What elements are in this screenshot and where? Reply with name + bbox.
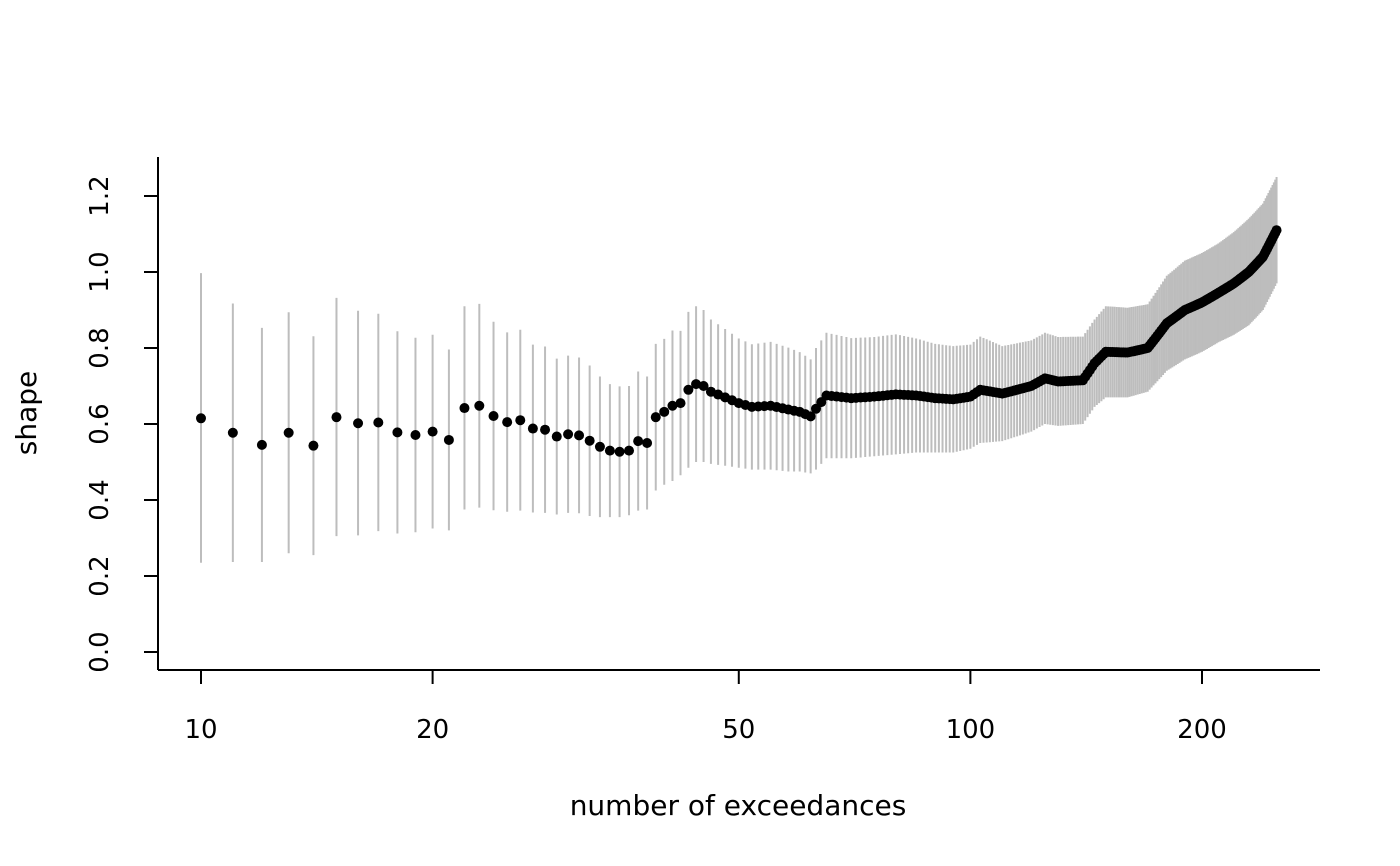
data-point	[527, 423, 538, 434]
data-point	[353, 418, 364, 429]
data-point	[667, 400, 678, 411]
data-point	[805, 411, 816, 422]
data-point	[683, 384, 694, 395]
y-tick-label: 0.0	[85, 631, 115, 672]
data-point	[196, 413, 206, 424]
y-tick-label: 1.2	[85, 175, 115, 216]
x-ticks: 10 20 50 100 200	[184, 670, 1227, 745]
x-tick-label: 200	[1177, 715, 1227, 745]
data-point	[675, 398, 686, 409]
data-point	[474, 400, 485, 411]
data-point	[488, 411, 499, 422]
data-point	[459, 403, 470, 414]
y-tick-label: 0.4	[85, 479, 115, 520]
y-tick-label: 0.2	[85, 555, 115, 596]
y-ticks: 0.0 0.2 0.4 0.6 0.8 1.0 1.2	[85, 175, 158, 673]
data-point	[1271, 225, 1282, 236]
y-tick-label: 0.8	[85, 327, 115, 368]
data-point	[515, 415, 526, 426]
data-point	[574, 430, 585, 441]
data-point	[540, 424, 551, 435]
data-point	[698, 381, 709, 391]
point-estimate-layer	[196, 225, 1282, 457]
y-axis-title: shape	[10, 371, 43, 456]
x-tick-label: 20	[416, 715, 449, 745]
data-point	[604, 445, 615, 456]
data-point	[443, 434, 454, 445]
data-point	[633, 436, 644, 447]
data-point	[392, 427, 403, 438]
x-tick-label: 50	[722, 715, 755, 745]
data-point	[373, 417, 384, 428]
data-point	[502, 417, 513, 428]
data-point	[594, 441, 605, 452]
data-point	[563, 429, 574, 440]
x-axis-title: number of exceedances	[570, 789, 907, 822]
data-point	[584, 435, 595, 446]
data-point	[410, 430, 421, 441]
data-point	[256, 439, 267, 450]
data-point	[551, 431, 562, 442]
x-tick-label: 10	[184, 715, 217, 745]
data-point	[427, 426, 438, 437]
data-point	[624, 445, 635, 456]
x-tick-label: 100	[946, 715, 996, 745]
data-point	[283, 427, 294, 438]
data-point	[331, 412, 342, 423]
data-point	[227, 427, 238, 438]
data-point	[659, 406, 670, 417]
confidence-interval-layer	[200, 177, 1278, 563]
y-tick-label: 0.6	[85, 403, 115, 444]
data-point	[308, 440, 319, 451]
data-point	[691, 379, 702, 390]
y-tick-label: 1.0	[85, 251, 115, 292]
data-point	[642, 438, 653, 448]
data-point	[614, 446, 625, 457]
data-point	[650, 412, 661, 423]
